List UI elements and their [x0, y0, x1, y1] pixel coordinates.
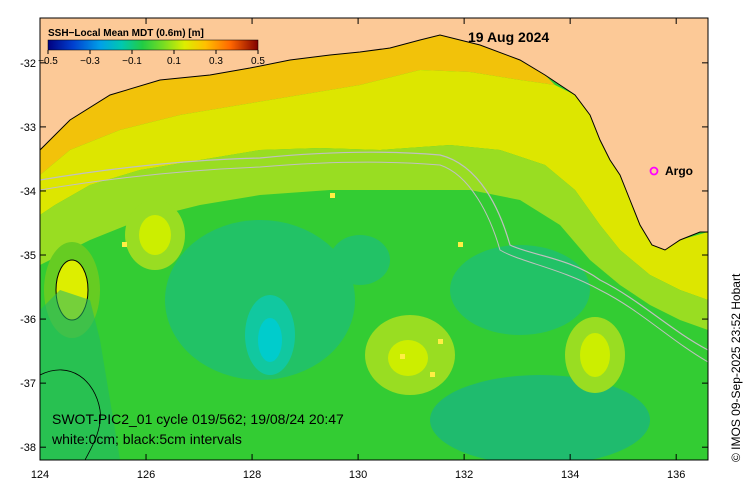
colorbar-tick-label: 0.1: [167, 56, 181, 67]
eddy-warm-center-core: [388, 340, 428, 376]
colorbar-tick-label: −0.3: [80, 56, 100, 67]
contour-white-shelf: [40, 151, 708, 351]
coastal-band-orange: [40, 35, 555, 175]
map-date: 19 Aug 2024: [468, 29, 549, 45]
pass-info: SWOT-PIC2_01 cycle 019/562; 19/08/24 20:…: [52, 411, 344, 427]
colorbar-tick-label: 0.5: [251, 56, 265, 67]
eddy-teal-south: [430, 375, 650, 460]
lon-tick-label: 126: [137, 469, 155, 481]
lat-tick-label: -37: [20, 378, 36, 390]
eddy-teal-right: [450, 245, 590, 335]
coastline: [40, 34, 708, 251]
lon-tick-label: 128: [243, 469, 261, 481]
lon-tick-label: 130: [349, 469, 367, 481]
plot-area: [40, 18, 708, 460]
lat-tick-label: -36: [20, 314, 36, 326]
contour-white-shelf-2: [40, 161, 708, 363]
lat-axis: -32 -33 -34 -35 -36 -37 -38: [20, 58, 708, 454]
lon-tick-label: 134: [561, 469, 579, 481]
shelf-band-lightgreen: [40, 145, 708, 330]
argo-marker: [649, 166, 659, 176]
lat-tick-label: -35: [20, 250, 36, 262]
argo-label: Argo: [665, 164, 693, 178]
lat-tick-label: -33: [20, 122, 36, 134]
colorbar-tick-label: −0.1: [122, 56, 142, 67]
plot-frame: [39, 17, 709, 461]
lat-tick-label: -38: [20, 442, 36, 454]
colorbar-tick-label: 0.3: [209, 56, 223, 67]
swot-swath: [40, 290, 120, 460]
colorbar-tick-label: −0.5: [38, 56, 58, 67]
colorbar: SSH−Local Mean MDT (0.6m) [m] −0.5 −0.3 −0…: [38, 28, 265, 67]
coastal-band-yellow: [40, 70, 708, 300]
lon-axis: 124 126 128 130 132 134 136: [31, 18, 685, 481]
lon-tick-label: 136: [667, 469, 685, 481]
lon-tick-label: 132: [455, 469, 473, 481]
contour-black-west: [40, 369, 101, 460]
colorbar-title: SSH−Local Mean MDT (0.6m) [m]: [48, 28, 204, 39]
lat-tick-label: -32: [20, 58, 36, 70]
colorbar-gradient: [47, 39, 259, 51]
argo-float-dots: [122, 193, 463, 377]
lat-tick-label: -34: [20, 186, 36, 198]
eddy-cyan-inner: [258, 318, 282, 362]
eddy-warm-west-core: [139, 215, 171, 255]
lon-tick-label: 124: [31, 469, 49, 481]
contour-info: white:0cm; black:5cm intervals: [51, 431, 242, 447]
eddy-teal-small: [330, 235, 390, 285]
credit-text: © IMOS 09-Sep-2025 23:52 Hobart: [729, 273, 743, 462]
eddy-warm-east-core: [580, 333, 610, 377]
